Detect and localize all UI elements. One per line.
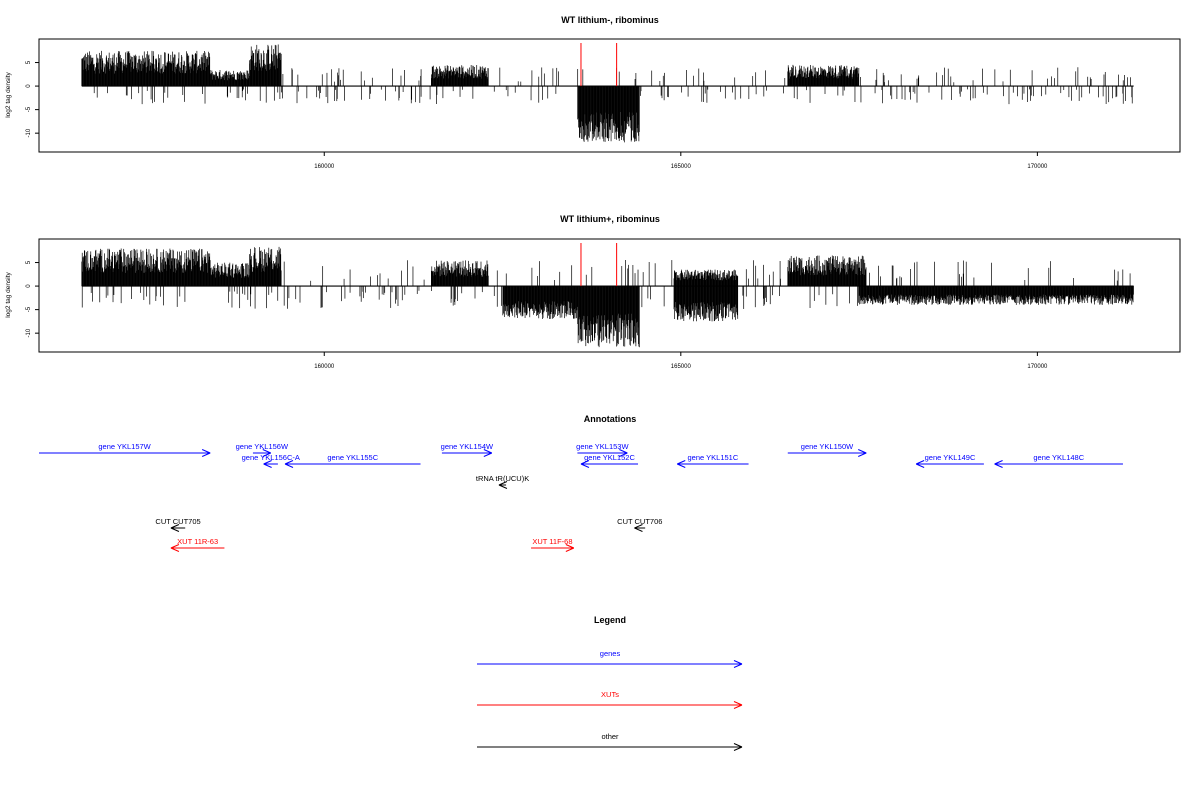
signal-bars xyxy=(81,246,1134,348)
panel-title: WT lithium+, ribominus xyxy=(560,214,660,224)
axis-ticks: 160000 165000 170000 5 0 -5 -10 xyxy=(26,60,1048,170)
annotation-label: XUT 11R-63 xyxy=(177,537,218,546)
region-markers xyxy=(580,43,618,87)
annotation-label: gene YKL150W xyxy=(801,442,854,451)
x-tick-label: 165000 xyxy=(671,164,692,170)
annotation-arrow xyxy=(39,449,211,457)
axis-ticks: 160000 165000 170000 5 0 -5 -10 xyxy=(26,260,1048,370)
annotation-arrow xyxy=(577,449,628,457)
annotation-arrow xyxy=(915,460,984,468)
legend-label: XUTs xyxy=(601,690,619,699)
annotation-label: gene YKL155C xyxy=(327,453,378,462)
x-tick-label: 160000 xyxy=(314,164,335,170)
annotation-arrow xyxy=(498,481,508,489)
annotation-label: gene YKL156W xyxy=(236,442,289,451)
y-tick-label: 5 xyxy=(26,260,32,264)
signal-bars xyxy=(81,44,1133,143)
y-tick-label: -10 xyxy=(26,328,32,337)
annotation-arrow xyxy=(677,460,749,468)
legend-arrow xyxy=(477,701,743,709)
y-tick-label: -10 xyxy=(26,128,32,137)
x-tick-label: 170000 xyxy=(1027,164,1048,170)
annotation-arrow xyxy=(634,524,646,532)
y-tick-label: 0 xyxy=(26,84,32,88)
track-panel-lithium-minus: WT lithium-, ribominus log2 tag density … xyxy=(5,15,1181,170)
annotation-label: tRNA tR(UCU)K xyxy=(476,474,529,483)
legend-title: Legend xyxy=(594,615,626,625)
annotation-label: gene YKL149C xyxy=(925,453,976,462)
annotation-arrow xyxy=(441,449,493,457)
annotation-arrow xyxy=(170,544,225,552)
legend-label: other xyxy=(601,732,619,741)
legend-arrow xyxy=(477,660,743,668)
annotation-arrow xyxy=(284,460,421,468)
panel-title: WT lithium-, ribominus xyxy=(561,15,659,25)
y-tick-label: 0 xyxy=(26,284,32,288)
track-panel-lithium-plus: WT lithium+, ribominus log2 tag density … xyxy=(5,214,1181,370)
annotation-label: CUT CUT706 xyxy=(617,517,662,526)
x-tick-label: 160000 xyxy=(314,364,335,370)
legend: Legend genes XUTs other xyxy=(477,615,743,751)
annotations-title: Annotations xyxy=(584,414,637,424)
x-tick-label: 165000 xyxy=(671,364,692,370)
annotation-label: CUT CUT705 xyxy=(155,517,200,526)
legend-label: genes xyxy=(600,649,621,658)
annotation-arrow xyxy=(263,460,278,468)
annotation-arrow xyxy=(252,449,271,457)
annotation-label: gene YKL152C xyxy=(584,453,635,462)
y-tick-label: 5 xyxy=(26,60,32,64)
region-markers xyxy=(580,243,618,287)
annotation-label: gene YKL154W xyxy=(441,442,494,451)
x-tick-label: 170000 xyxy=(1027,364,1048,370)
y-axis-label: log2 tag density xyxy=(5,271,12,317)
annotations-track: Annotations gene YKL157W gene YKL156W gene… xyxy=(39,414,1123,552)
legend-arrow xyxy=(477,743,743,751)
annotation-label: gene YKL157W xyxy=(98,442,151,451)
annotation-arrow xyxy=(170,524,186,532)
plot-frame xyxy=(38,38,1181,153)
annotation-arrow xyxy=(580,460,639,468)
annotation-arrow xyxy=(994,460,1123,468)
annotation-label: gene YKL148C xyxy=(1033,453,1084,462)
y-tick-label: -5 xyxy=(26,306,32,312)
annotation-arrow xyxy=(531,544,575,552)
annotation-label: gene YKL156C-A xyxy=(242,453,300,462)
annotation-arrow xyxy=(787,449,867,457)
y-axis-label: log2 tag density xyxy=(5,71,12,117)
y-tick-label: -5 xyxy=(26,106,32,112)
plot-frame xyxy=(38,238,1181,353)
annotation-label: XUT 11F-68 xyxy=(532,537,572,546)
annotation-label: gene YKL153W xyxy=(576,442,629,451)
annotation-label: gene YKL151C xyxy=(688,453,739,462)
